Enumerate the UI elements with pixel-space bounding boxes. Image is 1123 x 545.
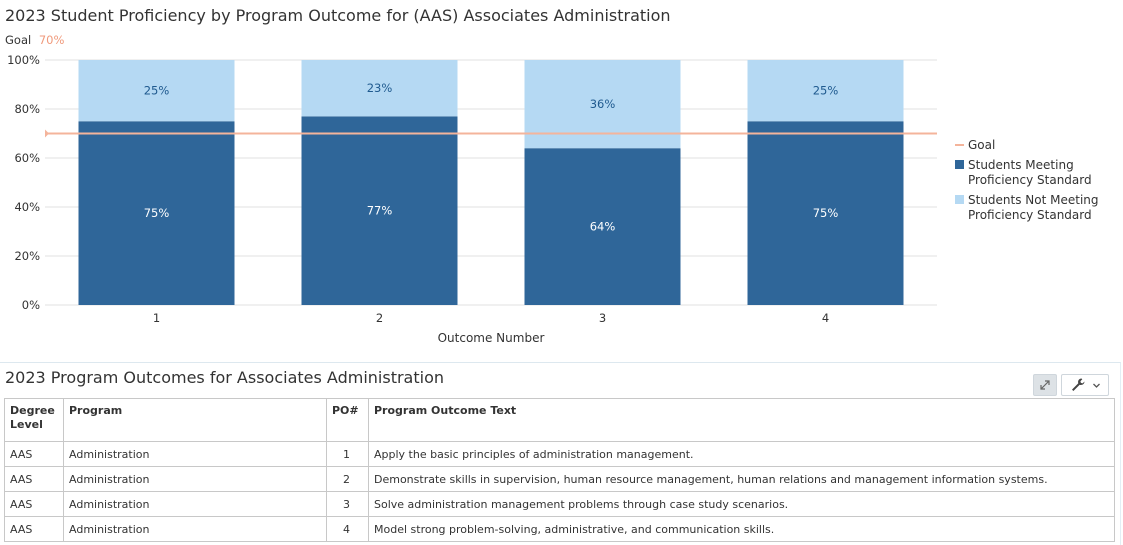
legend-label: Students Not Meeting (968, 193, 1099, 207)
x-tick-label: 1 (153, 311, 160, 325)
x-tick-label: 3 (599, 311, 606, 325)
cell-program: Administration (63, 516, 327, 542)
data-label-meeting: 77% (367, 204, 393, 218)
legend-label: Students Meeting (968, 158, 1074, 172)
y-tick-label: 60% (14, 151, 40, 165)
bar-meeting (78, 121, 235, 305)
goal-caption-value: 70% (38, 33, 65, 47)
legend-meeting-swatch (955, 160, 964, 169)
cell-outcome-text: Apply the basic principles of administra… (368, 441, 1115, 467)
cell-outcome-text: Demonstrate skills in supervision, human… (368, 466, 1115, 492)
outcomes-panel: 2023 Program Outcomes for Associates Adm… (0, 362, 1121, 545)
wrench-icon (1071, 378, 1084, 391)
y-tick-label: 40% (14, 200, 40, 214)
table-row: AAS Administration 4 Model strong proble… (4, 516, 1115, 542)
y-tick-label: 100% (7, 53, 40, 67)
header-degree-level[interactable]: Degree Level (4, 398, 64, 442)
header-degree-line-2: Level (10, 418, 43, 431)
outcomes-table-title: 2023 Program Outcomes for Associates Adm… (5, 368, 444, 387)
data-label-meeting: 75% (144, 206, 170, 220)
bar-meeting (301, 116, 458, 305)
header-program[interactable]: Program (63, 398, 327, 442)
cell-po-number: 1 (326, 441, 369, 467)
expand-button[interactable] (1033, 374, 1057, 396)
cell-program: Administration (63, 491, 327, 517)
cell-po-number: 4 (326, 516, 369, 542)
bar-not-meeting (78, 60, 235, 122)
cell-degree-level: AAS (4, 441, 64, 467)
data-label-not-meeting: 36% (590, 97, 616, 111)
cell-degree-level: AAS (4, 466, 64, 492)
legend-label: Goal (968, 138, 995, 152)
chart-title: 2023 Student Proficiency by Program Outc… (5, 6, 671, 25)
chevron-down-icon (1092, 383, 1100, 388)
y-tick-label: 80% (14, 102, 40, 116)
settings-menu-button[interactable] (1061, 374, 1109, 396)
legend-label: Proficiency Standard (968, 208, 1092, 222)
y-tick-label: 20% (14, 249, 40, 263)
table-header-row: Degree Level Program PO# Program Outcome… (4, 398, 1115, 442)
data-label-meeting: 75% (813, 206, 839, 220)
bar-not-meeting (747, 60, 904, 122)
header-po-number[interactable]: PO# (326, 398, 369, 442)
legend-not-meeting-swatch (955, 195, 964, 204)
header-degree-line-1: Degree (10, 404, 55, 417)
cell-outcome-text: Solve administration management problems… (368, 491, 1115, 517)
data-label-not-meeting: 25% (144, 84, 170, 98)
cell-program: Administration (63, 441, 327, 467)
goal-caption: Goal 70% (5, 33, 64, 47)
data-label-not-meeting: 23% (367, 81, 393, 95)
cell-degree-level: AAS (4, 516, 64, 542)
x-tick-label: 4 (822, 311, 829, 325)
cell-po-number: 2 (326, 466, 369, 492)
table-row: AAS Administration 1 Apply the basic pri… (4, 441, 1115, 467)
expand-icon (1040, 380, 1050, 390)
table-row: AAS Administration 2 Demonstrate skills … (4, 466, 1115, 492)
outcomes-table: Degree Level Program PO# Program Outcome… (4, 398, 1115, 542)
cell-degree-level: AAS (4, 491, 64, 517)
header-outcome-text[interactable]: Program Outcome Text (368, 398, 1115, 442)
x-axis-title: Outcome Number (438, 331, 545, 345)
bar-meeting (747, 121, 904, 305)
legend-label: Proficiency Standard (968, 173, 1092, 187)
bar-not-meeting (301, 60, 458, 117)
data-label-not-meeting: 25% (813, 84, 839, 98)
goal-caption-label: Goal (5, 33, 32, 47)
cell-po-number: 3 (326, 491, 369, 517)
cell-program: Administration (63, 466, 327, 492)
proficiency-chart: 0% 20% 40% 60% 80% 100% 75% 25% 1 77% 23% 2 64% 36% 3 7… (7, 53, 1099, 345)
cell-outcome-text: Model strong problem-solving, administra… (368, 516, 1115, 542)
data-label-meeting: 64% (590, 220, 616, 234)
x-tick-label: 2 (376, 311, 383, 325)
table-row: AAS Administration 3 Solve administratio… (4, 491, 1115, 517)
y-tick-label: 0% (22, 298, 40, 312)
goal-marker (45, 129, 49, 138)
bar-meeting (524, 148, 681, 305)
